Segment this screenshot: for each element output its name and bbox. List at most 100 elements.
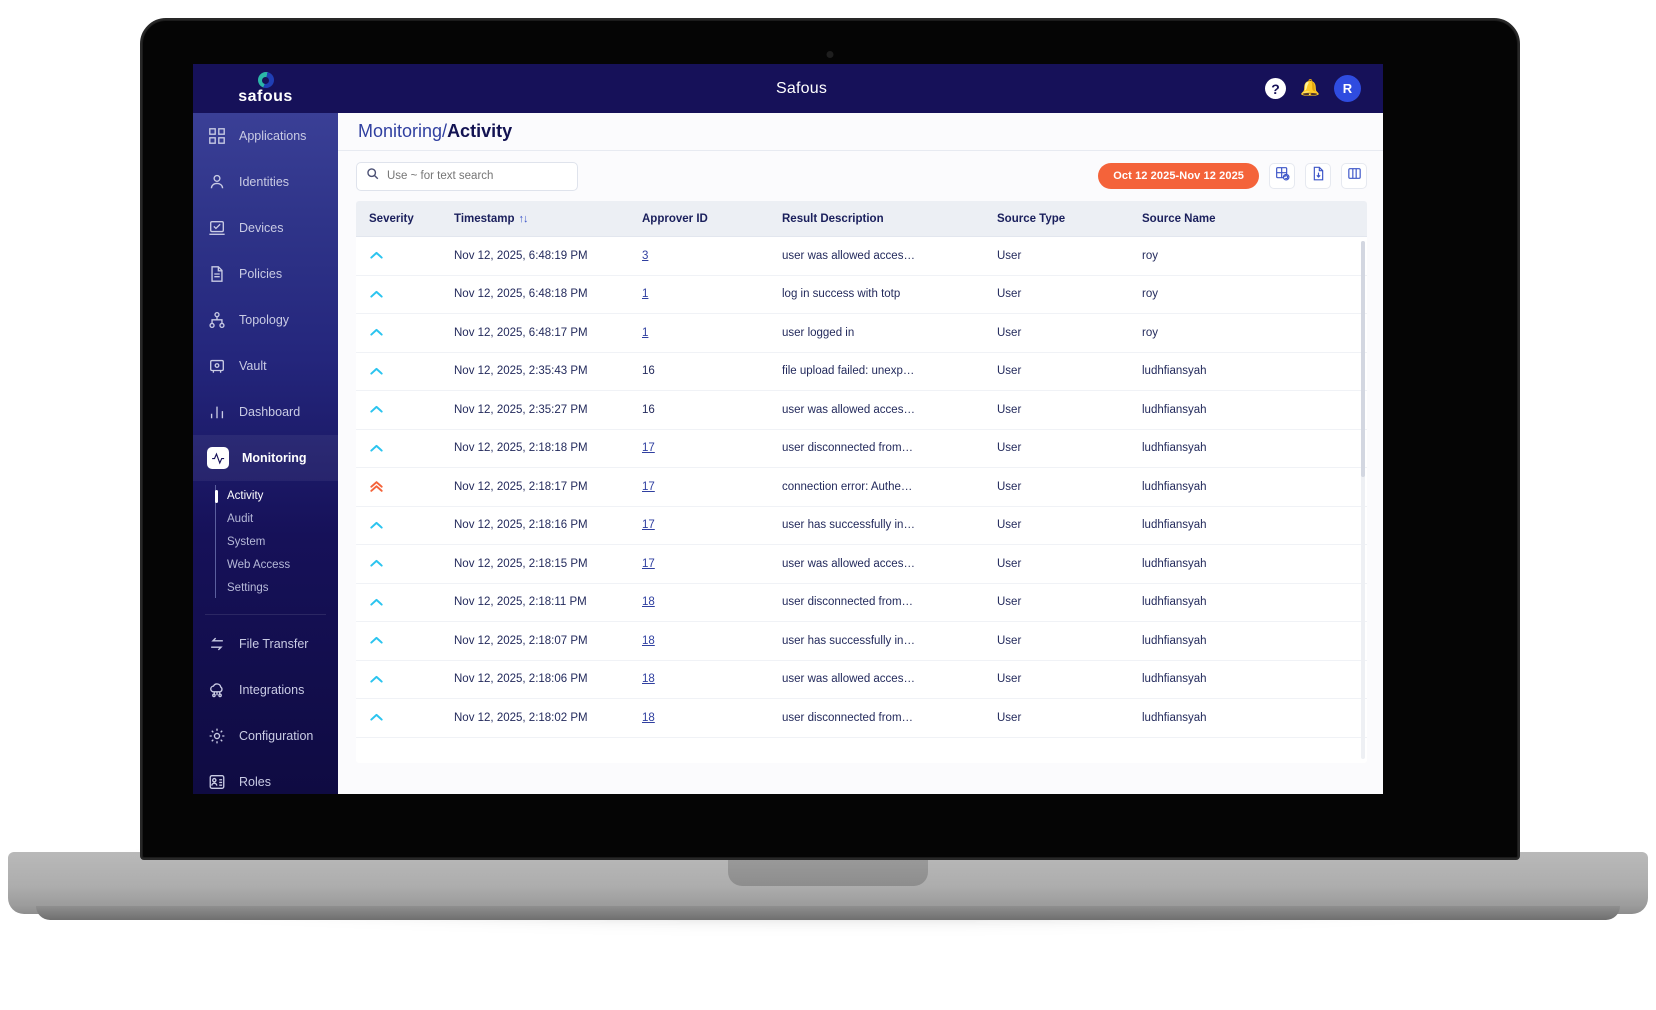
- table-row[interactable]: Nov 12, 2025, 2:18:06 PM 18 user was allow…: [356, 660, 1367, 699]
- source-type-cell: User: [997, 442, 1022, 455]
- timestamp-cell: Nov 12, 2025, 6:48:19 PM: [454, 249, 588, 262]
- app-logo[interactable]: safous: [193, 72, 338, 105]
- file-download-icon: [1311, 166, 1326, 186]
- column-header-source-name[interactable]: Source Name: [1142, 212, 1216, 225]
- avatar[interactable]: R: [1334, 75, 1361, 102]
- timestamp-cell: Nov 12, 2025, 2:18:06 PM: [454, 673, 588, 686]
- search-input[interactable]: [387, 170, 568, 182]
- approver-id-link[interactable]: 18: [642, 711, 655, 724]
- sidebar-item-topology[interactable]: Topology: [193, 297, 338, 343]
- vault-icon: [207, 357, 226, 376]
- table-row[interactable]: Nov 12, 2025, 2:18:17 PM 17 connection err…: [356, 468, 1367, 507]
- sidebar-item-devices[interactable]: Devices: [193, 205, 338, 251]
- table-row[interactable]: Nov 12, 2025, 2:35:43 PM 16 file upload fa…: [356, 352, 1367, 391]
- approver-id-link[interactable]: 18: [642, 673, 655, 686]
- grid-settings-button[interactable]: [1269, 163, 1295, 189]
- source-type-cell: User: [997, 596, 1022, 609]
- approver-id-link[interactable]: 17: [642, 557, 655, 570]
- search-box[interactable]: [356, 161, 578, 191]
- severity-low-chevron-icon: [369, 364, 384, 379]
- column-header-approver-id[interactable]: Approver ID: [642, 212, 708, 225]
- timestamp-cell: Nov 12, 2025, 2:35:27 PM: [454, 403, 588, 416]
- sidebar-item-configuration[interactable]: Configuration: [193, 713, 338, 759]
- table-scrollbar[interactable]: [1361, 241, 1365, 759]
- approver-id-cell: 17: [642, 481, 782, 493]
- source-name-cell: ludhfiansyah: [1142, 634, 1207, 647]
- top-bar-actions: ? 🔔 R: [1265, 75, 1383, 102]
- approver-id-link[interactable]: 17: [642, 480, 655, 493]
- table-row[interactable]: Nov 12, 2025, 2:18:07 PM 18 user has succe…: [356, 622, 1367, 661]
- sidebar-subitem-audit[interactable]: Audit: [227, 513, 254, 525]
- sidebar-item-identities[interactable]: Identities: [193, 159, 338, 205]
- column-header-result-description[interactable]: Result Description: [782, 212, 884, 225]
- approver-id-link[interactable]: 18: [642, 596, 655, 609]
- laptop-check-icon: [207, 219, 226, 238]
- scrollbar-thumb[interactable]: [1361, 241, 1365, 477]
- table-row[interactable]: Nov 12, 2025, 2:18:18 PM 17 user disconnec…: [356, 429, 1367, 468]
- sidebar-subitem-activity[interactable]: Activity: [215, 485, 338, 508]
- sidebar-item-file-transfer[interactable]: File Transfer: [193, 621, 338, 667]
- table-row[interactable]: Nov 12, 2025, 6:48:17 PM 1 user logged in U…: [356, 314, 1367, 353]
- severity-low-chevron-icon: [369, 287, 384, 302]
- grid-icon: [207, 127, 226, 146]
- approver-id-link[interactable]: 1: [642, 288, 649, 301]
- breadcrumb-current: Activity: [447, 121, 513, 141]
- sidebar-subitem-settings[interactable]: Settings: [227, 582, 269, 594]
- approver-id-link[interactable]: 17: [642, 442, 655, 455]
- sidebar-item-label: Configuration: [239, 729, 314, 743]
- sidebar-item-label: Policies: [239, 267, 283, 281]
- export-button[interactable]: [1305, 163, 1331, 189]
- severity-cell: [356, 672, 454, 687]
- table-row[interactable]: Nov 12, 2025, 6:48:18 PM 1 log in success …: [356, 275, 1367, 314]
- sidebar-item-label: Identities: [239, 175, 290, 189]
- source-type-cell: User: [997, 326, 1022, 339]
- date-range-button[interactable]: Oct 12 2025-Nov 12 2025: [1098, 163, 1259, 189]
- severity-low-chevron-icon: [369, 710, 384, 725]
- sidebar-item-vault[interactable]: Vault: [193, 343, 338, 389]
- breadcrumb-parent[interactable]: Monitoring: [358, 121, 443, 141]
- approver-id-link[interactable]: 3: [642, 249, 649, 262]
- severity-cell: [356, 556, 454, 571]
- table-row[interactable]: Nov 12, 2025, 2:18:02 PM 18 user disconnec…: [356, 699, 1367, 738]
- approver-id-link[interactable]: 1: [642, 326, 649, 339]
- sidebar-item-integrations[interactable]: Integrations: [193, 667, 338, 713]
- sidebar-item-roles[interactable]: Roles: [193, 759, 338, 794]
- sidebar-item-monitoring[interactable]: Monitoring: [193, 435, 338, 481]
- table-row[interactable]: Nov 12, 2025, 2:18:11 PM 18 user disconnec…: [356, 583, 1367, 622]
- timestamp-cell: Nov 12, 2025, 2:18:17 PM: [454, 480, 588, 493]
- approver-id-link[interactable]: 18: [642, 634, 655, 647]
- severity-low-chevron-icon: [369, 325, 384, 340]
- table-row[interactable]: Nov 12, 2025, 6:48:19 PM 3 user was allowe…: [356, 237, 1367, 276]
- sidebar-item-applications[interactable]: Applications: [193, 113, 338, 159]
- column-header-severity[interactable]: Severity: [369, 212, 414, 225]
- timestamp-cell: Nov 12, 2025, 2:18:18 PM: [454, 442, 588, 455]
- sidebar-item-dashboard[interactable]: Dashboard: [193, 389, 338, 435]
- sidebar-subitem-web-access[interactable]: Web Access: [227, 559, 291, 571]
- table-row[interactable]: Nov 12, 2025, 2:35:27 PM 16 user was allow…: [356, 391, 1367, 430]
- source-name-cell: roy: [1142, 249, 1158, 262]
- result-description-cell: file upload failed: unexp…: [782, 365, 915, 378]
- approver-id-cell: 3: [642, 250, 782, 262]
- bell-icon[interactable]: 🔔: [1300, 79, 1320, 97]
- table-header-row: Severity Timestamp ↑↓ Approver ID Result …: [356, 201, 1367, 237]
- column-header-timestamp[interactable]: Timestamp ↑↓: [454, 213, 642, 225]
- sidebar-subitem-system[interactable]: System: [227, 536, 266, 548]
- severity-cell: [356, 364, 454, 379]
- column-header-timestamp-label: Timestamp: [454, 212, 515, 225]
- approver-id-cell: 17: [642, 558, 782, 570]
- columns-button[interactable]: [1341, 163, 1367, 189]
- source-type-cell: User: [997, 557, 1022, 570]
- sidebar-item-policies[interactable]: Policies: [193, 251, 338, 297]
- sort-toggle-icon[interactable]: ↑↓: [518, 212, 529, 225]
- column-header-source-type[interactable]: Source Type: [997, 212, 1066, 225]
- source-name-cell: ludhfiansyah: [1142, 480, 1207, 493]
- result-description-cell: user disconnected from…: [782, 596, 914, 609]
- approver-id-link[interactable]: 17: [642, 519, 655, 532]
- table-row[interactable]: Nov 12, 2025, 2:18:15 PM 17 user was allow…: [356, 545, 1367, 584]
- toolbar: Oct 12 2025-Nov 12 2025: [338, 151, 1383, 201]
- main-content: Monitoring / Activity Oct 12 2025-Nov 12…: [338, 113, 1383, 794]
- severity-cell: [356, 518, 454, 533]
- table-row[interactable]: Nov 12, 2025, 2:18:16 PM 17 user has succe…: [356, 506, 1367, 545]
- help-icon[interactable]: ?: [1265, 78, 1287, 99]
- approver-id-cell: 18: [642, 596, 782, 608]
